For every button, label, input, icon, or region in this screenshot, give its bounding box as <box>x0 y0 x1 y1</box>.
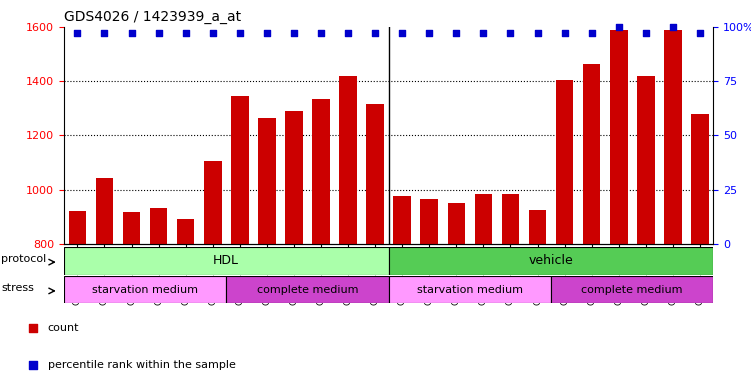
Point <box>478 30 490 36</box>
Bar <box>64 247 389 275</box>
Point <box>152 30 164 36</box>
Bar <box>637 76 655 244</box>
Text: complete medium: complete medium <box>581 285 683 295</box>
Point <box>559 30 571 36</box>
Bar <box>389 247 713 275</box>
Point <box>586 30 598 36</box>
Point <box>424 30 436 36</box>
Point <box>207 30 219 36</box>
Point <box>27 325 39 331</box>
Text: HDL: HDL <box>213 254 240 267</box>
Point <box>667 24 679 30</box>
Bar <box>529 210 546 244</box>
Text: starvation medium: starvation medium <box>417 285 523 295</box>
Text: stress: stress <box>2 283 34 293</box>
Bar <box>226 276 389 303</box>
Bar <box>204 161 222 244</box>
Bar <box>556 80 573 244</box>
Point <box>71 30 83 36</box>
Bar <box>176 218 195 244</box>
Bar <box>475 194 492 244</box>
Point <box>505 30 517 36</box>
Point <box>98 30 110 36</box>
Point <box>27 362 39 368</box>
Point <box>397 30 409 36</box>
Bar <box>339 76 357 244</box>
Text: GDS4026 / 1423939_a_at: GDS4026 / 1423939_a_at <box>64 10 241 25</box>
Bar <box>551 276 713 303</box>
Bar <box>258 118 276 244</box>
Bar <box>366 104 384 244</box>
Bar <box>95 178 113 244</box>
Bar <box>122 212 140 244</box>
Point <box>288 30 300 36</box>
Bar <box>502 194 519 244</box>
Bar <box>68 211 86 244</box>
Text: complete medium: complete medium <box>257 285 358 295</box>
Text: vehicle: vehicle <box>529 254 574 267</box>
Bar <box>691 114 709 244</box>
Point <box>125 30 137 36</box>
Bar <box>394 196 411 244</box>
Point <box>342 30 354 36</box>
Bar <box>312 99 330 244</box>
Point <box>234 30 246 36</box>
Bar <box>664 30 682 244</box>
Bar <box>421 199 438 244</box>
Text: count: count <box>48 323 80 333</box>
Bar <box>149 208 167 244</box>
Bar <box>448 204 465 244</box>
Bar <box>231 96 249 244</box>
Point <box>261 30 273 36</box>
Bar <box>285 111 303 244</box>
Bar <box>583 64 601 244</box>
Text: starvation medium: starvation medium <box>92 285 198 295</box>
Point <box>694 30 706 36</box>
Point <box>532 30 544 36</box>
Point <box>640 30 652 36</box>
Point <box>451 30 463 36</box>
Point <box>315 30 327 36</box>
Text: protocol: protocol <box>2 254 47 264</box>
Point <box>613 24 625 30</box>
Bar <box>64 276 226 303</box>
Point <box>369 30 381 36</box>
Point <box>179 30 192 36</box>
Text: percentile rank within the sample: percentile rank within the sample <box>48 360 236 370</box>
Bar <box>389 276 551 303</box>
Bar <box>610 30 628 244</box>
